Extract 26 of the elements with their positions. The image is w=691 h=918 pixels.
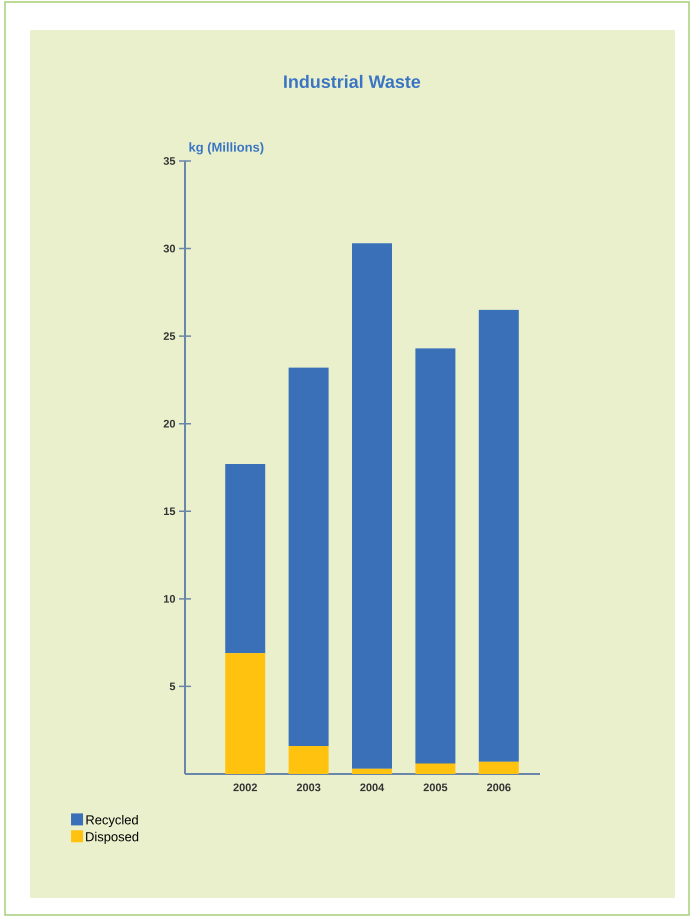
y-tick-label: 25: [164, 332, 176, 340]
bar: [225, 464, 266, 654]
x-tick-label: 2006: [486, 784, 511, 792]
bar: [478, 310, 519, 762]
chart-title: Industrial Waste: [284, 74, 420, 88]
bar: [225, 653, 266, 774]
y-tick-label: 10: [164, 594, 176, 603]
x-tick-label: 2003: [296, 784, 320, 792]
bar: [288, 746, 329, 774]
y-axis-title: kg (Millions): [189, 142, 264, 154]
y-tick-label: 30: [164, 244, 176, 252]
x-tick-label: 2002: [233, 784, 257, 792]
bar: [415, 348, 456, 764]
y-tick-label: 35: [164, 157, 176, 165]
bar: [352, 768, 392, 774]
bar: [415, 763, 456, 774]
y-tick-label: 5: [170, 682, 176, 690]
x-tick-label: 2004: [360, 784, 384, 792]
legend-label: Recycled: [86, 814, 138, 828]
bar: [478, 762, 519, 774]
y-tick-label: 20: [164, 420, 176, 428]
y-tick-label: 15: [164, 507, 176, 516]
x-tick-label: 2005: [424, 784, 448, 792]
bar: [288, 368, 329, 746]
legend-label: Disposed: [86, 832, 138, 844]
bar: [352, 243, 392, 769]
